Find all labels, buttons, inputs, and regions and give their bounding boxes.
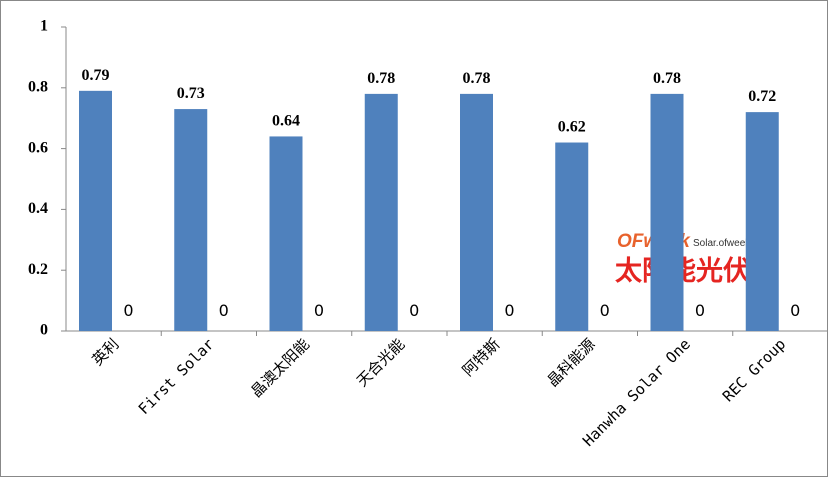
value-label: 0 (123, 301, 133, 320)
watermark-site: Solar.ofweek.com (693, 238, 772, 249)
value-label: 0.78 (463, 70, 491, 87)
y-tick-label: 0.4 (28, 200, 48, 217)
value-label: 0 (790, 301, 800, 320)
value-label: 0.64 (272, 112, 300, 129)
value-label: 0.73 (177, 85, 205, 102)
value-label: 0 (695, 301, 705, 320)
bar (269, 136, 303, 331)
value-label: 0.79 (82, 67, 110, 84)
value-label: 0.72 (748, 88, 776, 105)
bar (650, 93, 684, 331)
value-label: 0 (314, 301, 324, 320)
y-tick-label: 0 (40, 322, 48, 339)
bar (555, 142, 589, 331)
value-label: 0 (409, 301, 419, 320)
value-label: 0 (600, 301, 610, 320)
bar (745, 112, 779, 332)
value-label: 0.78 (653, 70, 681, 87)
bar (174, 109, 208, 331)
bar (79, 90, 112, 331)
y-tick-label: 0.2 (28, 261, 48, 278)
value-label: 0 (504, 301, 514, 320)
y-tick-label: 0.8 (28, 78, 48, 95)
bar (460, 93, 493, 331)
y-tick-label: 1 (40, 18, 48, 35)
bar (364, 93, 398, 331)
value-label: 0.78 (367, 70, 395, 87)
value-label: 0.62 (558, 119, 586, 136)
value-label: 0 (219, 301, 229, 320)
y-tick-label: 0.6 (28, 139, 48, 156)
